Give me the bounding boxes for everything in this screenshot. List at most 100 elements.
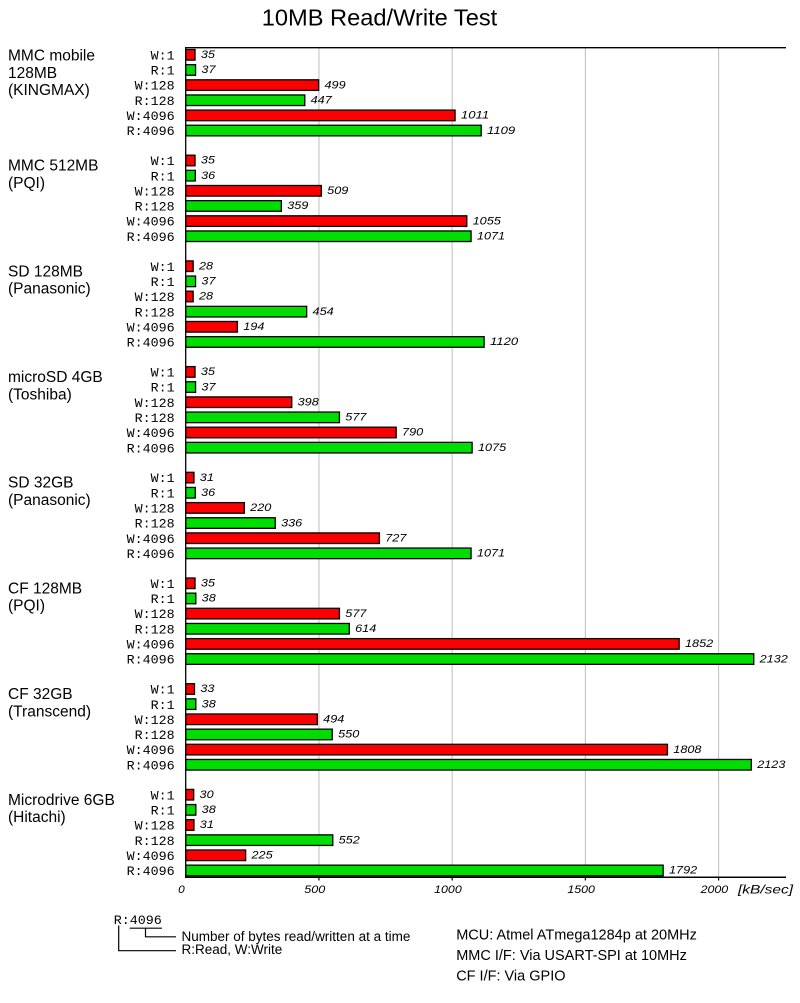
svg-text:R:1: R:1 — [151, 698, 175, 713]
svg-text:398: 398 — [298, 396, 320, 408]
svg-text:R:128: R:128 — [135, 728, 175, 743]
svg-text:(Transcend): (Transcend) — [8, 703, 91, 720]
svg-text:1792: 1792 — [669, 865, 697, 877]
svg-text:447: 447 — [311, 94, 333, 106]
svg-text:MCU: Atmel ATmega1284p at 20MH: MCU: Atmel ATmega1284p at 20MHz — [456, 927, 697, 943]
svg-text:1071: 1071 — [477, 548, 505, 560]
svg-text:727: 727 — [385, 532, 407, 544]
svg-text:36: 36 — [201, 170, 216, 182]
svg-text:R:4096: R:4096 — [127, 124, 175, 139]
svg-text:1000: 1000 — [434, 884, 463, 896]
svg-text:1852: 1852 — [685, 638, 713, 650]
svg-text:R:128: R:128 — [135, 305, 175, 320]
svg-text:2132: 2132 — [758, 653, 787, 665]
svg-text:577: 577 — [345, 608, 367, 620]
svg-text:31: 31 — [200, 472, 214, 484]
svg-text:R:4096: R:4096 — [127, 864, 175, 879]
svg-text:Microdrive 6GB: Microdrive 6GB — [8, 792, 115, 809]
svg-text:R:128: R:128 — [135, 200, 175, 215]
svg-text:35: 35 — [201, 49, 216, 61]
svg-text:(Toshiba): (Toshiba) — [8, 386, 72, 403]
svg-text:30: 30 — [200, 789, 215, 801]
svg-text:(KINGMAX): (KINGMAX) — [8, 82, 90, 99]
svg-text:W:128: W:128 — [135, 502, 175, 517]
svg-text:MMC mobile: MMC mobile — [8, 48, 95, 65]
svg-text:R:1: R:1 — [151, 64, 175, 79]
svg-text:550: 550 — [338, 729, 360, 741]
svg-text:MMC 512MB: MMC 512MB — [8, 158, 98, 175]
svg-text:SD 32GB: SD 32GB — [8, 475, 73, 492]
svg-text:MMC I/F: Via USART-SPI at 10MH: MMC I/F: Via USART-SPI at 10MHz — [456, 948, 687, 964]
svg-text:SD 128MB: SD 128MB — [8, 263, 83, 280]
svg-text:500: 500 — [304, 884, 326, 896]
svg-text:28: 28 — [198, 260, 214, 272]
svg-text:R:128: R:128 — [135, 411, 175, 426]
svg-text:1011: 1011 — [461, 110, 489, 122]
svg-text:38: 38 — [202, 804, 217, 816]
svg-text:W:128: W:128 — [135, 184, 175, 199]
svg-text:35: 35 — [201, 578, 216, 590]
svg-text:R:128: R:128 — [135, 834, 175, 849]
svg-text:1055: 1055 — [473, 215, 502, 227]
svg-text:W:1: W:1 — [151, 683, 175, 698]
svg-text:R:4096: R:4096 — [114, 913, 162, 928]
svg-text:1109: 1109 — [487, 125, 515, 137]
svg-text:790: 790 — [402, 427, 424, 439]
svg-text:225: 225 — [250, 850, 273, 862]
svg-text:W:1: W:1 — [151, 577, 175, 592]
svg-text:2123: 2123 — [756, 759, 786, 771]
svg-text:(PQI): (PQI) — [8, 598, 45, 615]
svg-text:CF 32GB: CF 32GB — [8, 686, 73, 703]
svg-text:W:1: W:1 — [151, 260, 175, 275]
svg-text:1075: 1075 — [478, 442, 507, 454]
svg-text:614: 614 — [355, 623, 376, 635]
svg-text:CF 128MB: CF 128MB — [8, 580, 82, 597]
svg-text:1500: 1500 — [567, 884, 596, 896]
svg-text:R:1: R:1 — [151, 275, 175, 290]
svg-text:1120: 1120 — [490, 336, 519, 348]
svg-text:W:4096: W:4096 — [127, 215, 175, 230]
svg-text:35: 35 — [201, 155, 216, 167]
svg-text:R:4096: R:4096 — [127, 758, 175, 773]
svg-text:552: 552 — [339, 834, 360, 846]
svg-text:38: 38 — [202, 593, 217, 605]
svg-text:R:1: R:1 — [151, 592, 175, 607]
svg-text:[kB/sec]: [kB/sec] — [737, 883, 794, 897]
svg-text:194: 194 — [243, 321, 264, 333]
svg-text:128MB: 128MB — [8, 65, 57, 82]
svg-text:37: 37 — [201, 276, 216, 288]
svg-text:R:128: R:128 — [135, 622, 175, 637]
svg-text:W:1: W:1 — [151, 366, 175, 381]
svg-text:336: 336 — [281, 517, 303, 529]
svg-text:(Panasonic): (Panasonic) — [8, 281, 91, 298]
svg-text:36: 36 — [201, 487, 216, 499]
svg-text:W:128: W:128 — [135, 79, 175, 94]
svg-text:38: 38 — [202, 698, 217, 710]
svg-text:W:4096: W:4096 — [127, 638, 175, 653]
svg-text:R:4096: R:4096 — [127, 441, 175, 456]
svg-text:35: 35 — [201, 366, 216, 378]
svg-text:Number of bytes read/written a: Number of bytes read/written at a time — [182, 929, 411, 944]
svg-text:2000: 2000 — [699, 884, 729, 896]
svg-text:R:1: R:1 — [151, 381, 175, 396]
svg-text:(Panasonic): (Panasonic) — [8, 492, 91, 509]
svg-text:W:1: W:1 — [151, 788, 175, 803]
svg-text:(Hitachi): (Hitachi) — [8, 809, 66, 826]
svg-text:W:4096: W:4096 — [127, 109, 175, 124]
svg-text:microSD 4GB: microSD 4GB — [8, 369, 103, 386]
svg-text:W:4096: W:4096 — [127, 532, 175, 547]
svg-text:W:128: W:128 — [135, 396, 175, 411]
svg-text:R:Read, W:Write: R:Read, W:Write — [182, 942, 283, 957]
svg-text:28: 28 — [198, 291, 214, 303]
svg-text:W:1: W:1 — [151, 471, 175, 486]
svg-text:R:4096: R:4096 — [127, 336, 175, 351]
svg-text:33: 33 — [200, 683, 215, 695]
svg-text:R:128: R:128 — [135, 94, 175, 109]
svg-text:R:4096: R:4096 — [127, 653, 175, 668]
svg-text:W:4096: W:4096 — [127, 849, 175, 864]
svg-text:W:128: W:128 — [135, 713, 175, 728]
svg-text:0: 0 — [178, 884, 186, 896]
svg-text:31: 31 — [200, 819, 214, 831]
svg-text:W:4096: W:4096 — [127, 426, 175, 441]
svg-text:W:128: W:128 — [135, 290, 175, 305]
